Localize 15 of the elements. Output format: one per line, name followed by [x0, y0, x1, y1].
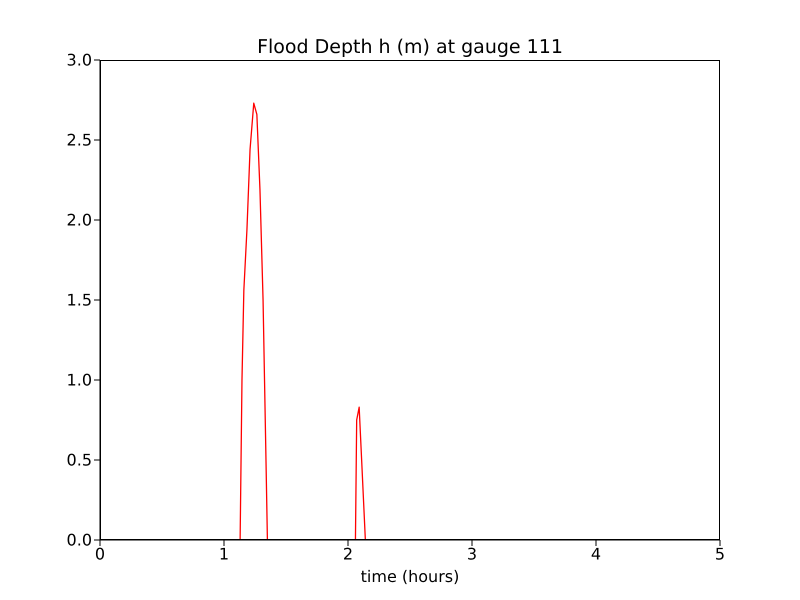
y-tick-label: 3.0 [66, 50, 92, 70]
x-tick-label: 0 [94, 544, 106, 564]
y-tick-label: 1.5 [66, 290, 92, 310]
y-tick-label: 2.5 [66, 130, 92, 150]
x-tick-label: 4 [590, 544, 602, 564]
x-tick-label: 3 [466, 544, 478, 564]
y-tick-label: 2.0 [66, 210, 92, 230]
y-tick-label: 0.0 [66, 530, 92, 550]
y-tick-label: 1.0 [66, 370, 92, 390]
x-tick-label: 2 [342, 544, 354, 564]
x-tick-label: 1 [218, 544, 230, 564]
x-tick-label: 5 [714, 544, 726, 564]
x-axis-title: time (hours) [360, 567, 460, 586]
y-tick-label: 0.5 [66, 450, 92, 470]
chart-title: Flood Depth h (m) at gauge 111 [256, 36, 564, 58]
